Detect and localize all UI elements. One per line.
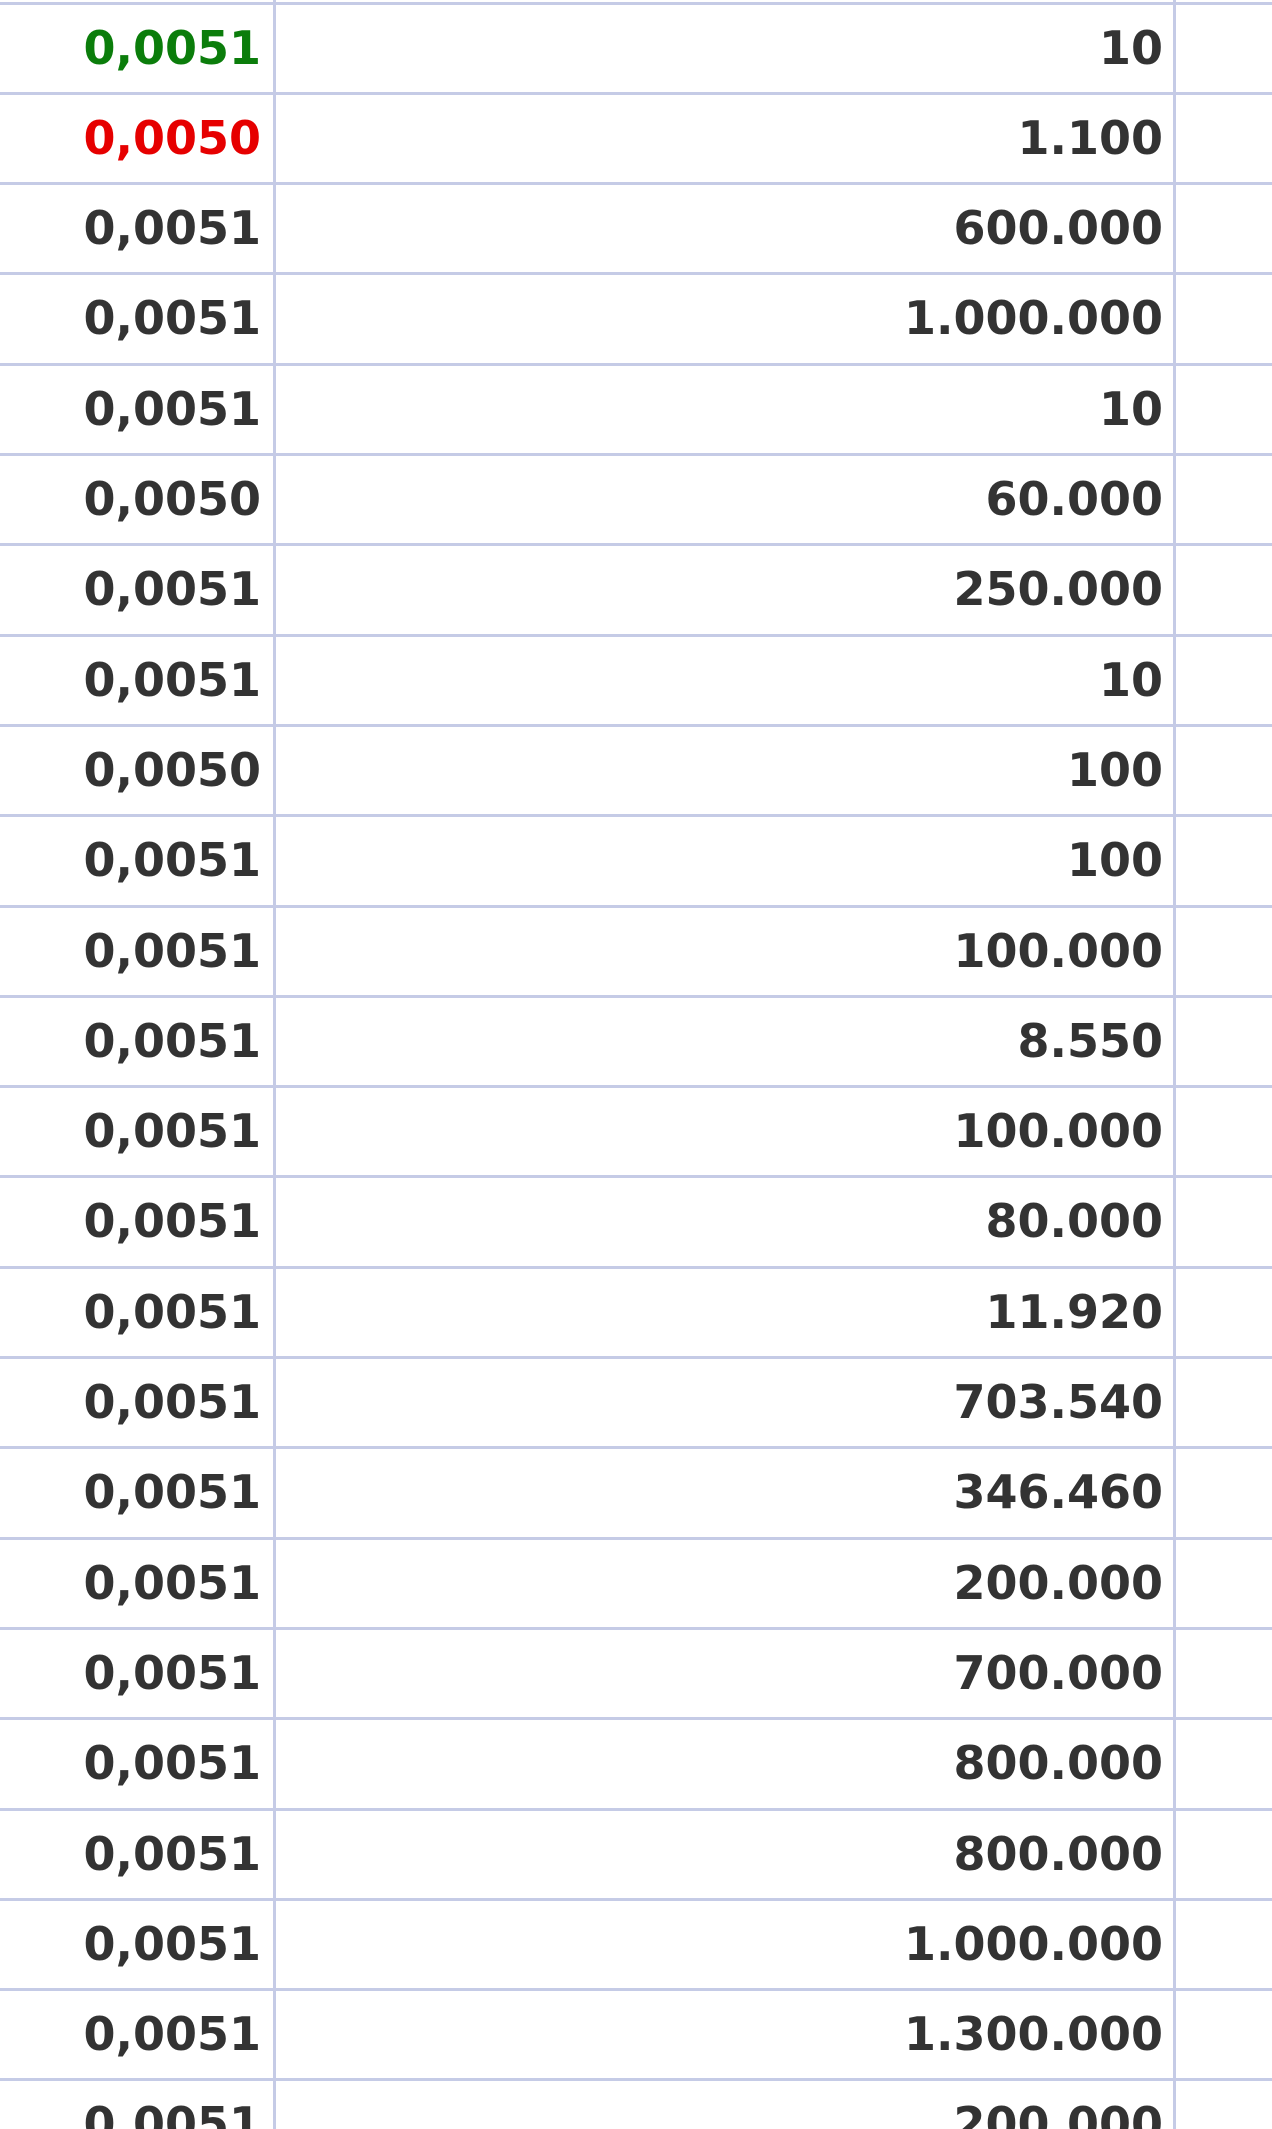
table-row: 0,0051 1.000.000 — [0, 1897, 1272, 1988]
volume-cell: 60.000 — [985, 472, 1163, 526]
price-cell: 0,0051 — [83, 1916, 261, 1971]
price-cell: 0,0050 — [83, 110, 261, 165]
volume-cell: 700.000 — [953, 1645, 1163, 1700]
column-divider — [273, 0, 276, 2129]
table-row: 0,0051 100 — [0, 814, 1272, 904]
table-row: 0,0050 60.000 — [0, 453, 1272, 543]
volume-cell: 1.100 — [1017, 110, 1163, 165]
table-row: 0,0051 1.300.000 — [0, 1988, 1272, 2078]
volume-cell: 11.920 — [985, 1284, 1163, 1339]
table-row: 0,0051 10 — [0, 362, 1272, 453]
volume-cell: 250.000 — [953, 562, 1163, 617]
table-row: 0,0051 703.540 — [0, 1356, 1272, 1446]
volume-cell: 8.550 — [1017, 1013, 1163, 1068]
table-row: 0,0051 700.000 — [0, 1626, 1272, 1717]
price-cell: 0,0051 — [83, 1013, 261, 1068]
price-cell: 0,0051 — [83, 1375, 261, 1429]
volume-cell: 346.460 — [953, 1465, 1163, 1520]
price-cell: 0,0051 — [83, 923, 261, 978]
price-cell: 0,0051 — [83, 2007, 261, 2062]
price-cell: 0,0051 — [83, 1555, 261, 1610]
price-cell: 0,0051 — [83, 291, 261, 346]
table-row: 0,0051 10 — [0, 1, 1272, 92]
price-cell: 0,0051 — [83, 1645, 261, 1700]
volume-cell: 600.000 — [953, 201, 1163, 256]
table-row: 0,0051 200.000 — [0, 1536, 1272, 1627]
price-cell: 0,0051 — [83, 1736, 261, 1791]
volume-cell: 1.300.000 — [904, 2007, 1163, 2062]
volume-cell: 10 — [1098, 20, 1163, 75]
table-row: 0,0051 346.460 — [0, 1446, 1272, 1536]
price-cell: 0,0051 — [83, 1465, 261, 1520]
price-cell: 0,0051 — [83, 201, 261, 256]
price-cell: 0,0050 — [83, 742, 261, 797]
volume-cell: 100.000 — [953, 1104, 1163, 1159]
table-row: 0,0051 600.000 — [0, 182, 1272, 272]
table-row: 0,0051 1.000.000 — [0, 272, 1272, 362]
price-cell: 0,0051 — [83, 1194, 261, 1249]
volume-cell: 800.000 — [953, 1826, 1163, 1881]
volume-cell: 200.000 — [953, 1555, 1163, 1610]
price-cell: 0,0050 — [83, 472, 261, 526]
volume-cell: 1.000.000 — [904, 1916, 1163, 1971]
price-cell: 0,0051 — [83, 1104, 261, 1159]
price-cell: 0,0051 — [83, 562, 261, 617]
volume-cell: 1.000.000 — [904, 291, 1163, 346]
table-row: 0,0051 100.000 — [0, 904, 1272, 995]
price-cell: 0,0051 — [83, 381, 261, 436]
volume-cell: 100 — [1066, 833, 1163, 888]
table-row: 0,0050 1.100 — [0, 91, 1272, 182]
table-row: 0,0051 250.000 — [0, 543, 1272, 633]
table-row: 0,0050 100 — [0, 723, 1272, 814]
price-cell: 0,0051 — [83, 652, 261, 707]
price-cell: 0,0051 — [83, 20, 261, 75]
volume-cell: 100.000 — [953, 923, 1163, 978]
table-row: 0,0051 100.000 — [0, 1085, 1272, 1175]
column-divider — [1173, 0, 1176, 2129]
volume-cell: 100 — [1066, 742, 1163, 797]
price-cell: 0,0051 — [83, 1826, 261, 1881]
table-row: 0,0051 200.000 — [0, 2078, 1272, 2129]
volume-cell: 703.540 — [953, 1375, 1163, 1429]
table-row: 0,0051 80.000 — [0, 1175, 1272, 1265]
volume-cell: 80.000 — [985, 1194, 1163, 1249]
table-row: 0,0051 11.920 — [0, 1265, 1272, 1356]
table-row: 0,0051 800.000 — [0, 1717, 1272, 1807]
table-row: 0,0051 800.000 — [0, 1807, 1272, 1898]
table-row: 0,0051 8.550 — [0, 994, 1272, 1085]
table-row: 0,0051 10 — [0, 633, 1272, 724]
volume-cell: 10 — [1098, 652, 1163, 707]
volume-cell: 200.000 — [953, 2097, 1163, 2129]
price-cell: 0,0051 — [83, 833, 261, 888]
price-cell: 0,0051 — [83, 2097, 261, 2129]
volume-cell: 800.000 — [953, 1736, 1163, 1791]
price-cell: 0,0051 — [83, 1284, 261, 1339]
volume-cell: 10 — [1098, 381, 1163, 436]
